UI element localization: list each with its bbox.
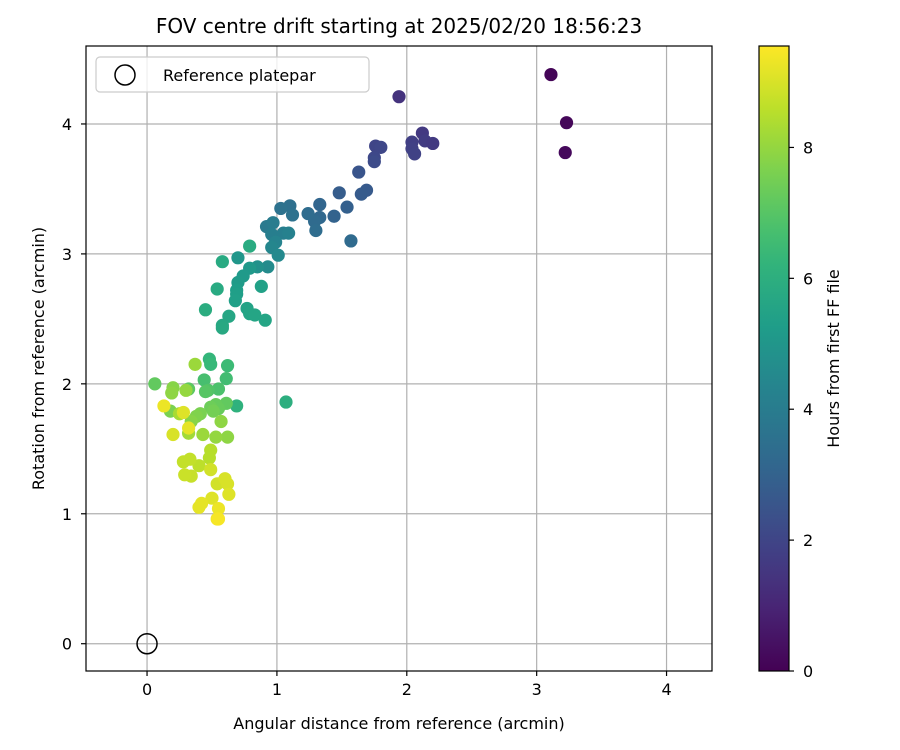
x-tick-label: 4 [661,680,671,699]
scatter-point [340,200,354,214]
legend-label-reference: Reference platepar [163,66,316,85]
scatter-point [354,187,368,201]
scatter-point [202,451,216,465]
scatter-point [261,260,275,274]
x-tick-label: 0 [142,680,152,699]
scatter-point [309,223,323,238]
colorbar-bar [758,45,790,672]
scatter-point [279,395,293,409]
scatter-point [205,491,219,505]
scatter-point [327,209,341,223]
y-tick-label: 1 [62,505,72,524]
scatter-point [179,383,193,397]
scatter-point [407,147,422,161]
scatter-point [215,255,229,269]
scatter-point [206,404,220,418]
scatter-point [220,430,235,444]
scatter-point [544,67,558,82]
scatter-point [344,234,358,248]
scatter-point [210,282,224,296]
scatter-point [222,487,236,501]
reference-platepar-marker [136,632,158,655]
grid [86,46,712,671]
scatter-point [176,405,191,420]
scatter-point [230,399,244,413]
scatter-point [215,321,229,335]
y-tick-label: 0 [62,635,72,654]
scatter-point [196,427,210,442]
scatter-point [258,313,272,327]
x-tick-label: 3 [532,680,542,699]
scatter-point [211,512,226,526]
scatter-point [176,455,191,469]
y-tick-label: 3 [62,245,72,264]
scatter-point [219,372,233,386]
colorbar-label: Hours from first FF file [824,269,843,448]
y-tick-label: 4 [62,115,72,134]
y-tick-label: 2 [62,375,72,394]
scatter-point [274,201,288,216]
scatter-point [182,421,196,435]
scatter-point [157,399,171,413]
scatter-point [222,309,236,323]
scatter-point [254,279,268,293]
legend-frame [95,56,370,93]
scatter-point [204,462,218,477]
scatter-point [243,239,257,253]
scatter-point [285,208,300,222]
scatter-point [220,477,235,491]
scatter-point [367,155,381,169]
colorbar-tick-label: 6 [803,269,813,288]
scatter-point [282,226,296,240]
scatter-point [559,116,574,130]
legend-marker-reference [114,64,136,86]
scatter-point [266,216,280,230]
x-axis-label: Angular distance from reference (arcmin) [233,714,564,733]
scatter-point [197,373,211,387]
colorbar-tick-label: 8 [803,138,813,157]
scatter-point [271,248,285,262]
scatter-point [166,427,180,442]
scatter-point [558,145,572,160]
scatter-point [211,382,226,396]
scatter-point [214,414,228,429]
chart-title: FOV centre drift starting at 2025/02/20 … [156,14,642,38]
scatter-point [374,140,388,154]
scatter-point [198,385,213,399]
scatter-point [209,430,223,444]
scatter-point [211,501,226,516]
scatter-point [178,468,192,482]
plot-frame [85,45,713,672]
scatter-point [204,357,218,371]
scatter-point [301,207,315,221]
colorbar-tick-label: 4 [803,400,813,419]
colorbar-tick-label: 2 [803,531,813,550]
axes: 0 1 2 3 4 0 1 2 3 4 [62,45,713,699]
scatter-point [198,303,213,317]
colorbar: 0 2 4 6 8 [758,45,813,681]
scatter-point [313,197,327,212]
scatter-point [392,90,406,104]
scatter-point [148,377,162,391]
x-tick-label: 2 [402,680,412,699]
data-points [136,67,574,655]
scatter-point [165,386,179,400]
scatter-point [352,165,366,179]
y-axis-label: Rotation from reference (arcmin) [29,227,48,490]
scatter-point [426,136,440,151]
scatter-point [188,357,202,371]
scatter-point [231,251,245,265]
scatter-point [332,186,346,200]
scatter-point [192,500,206,514]
legend: Reference platepar [95,56,370,93]
scatter-point [228,294,242,308]
x-tick-label: 1 [272,680,282,699]
scatter-point [220,359,235,373]
colorbar-tick-label: 0 [803,662,813,681]
scatter-point [192,459,206,473]
scatter-point [248,308,262,322]
